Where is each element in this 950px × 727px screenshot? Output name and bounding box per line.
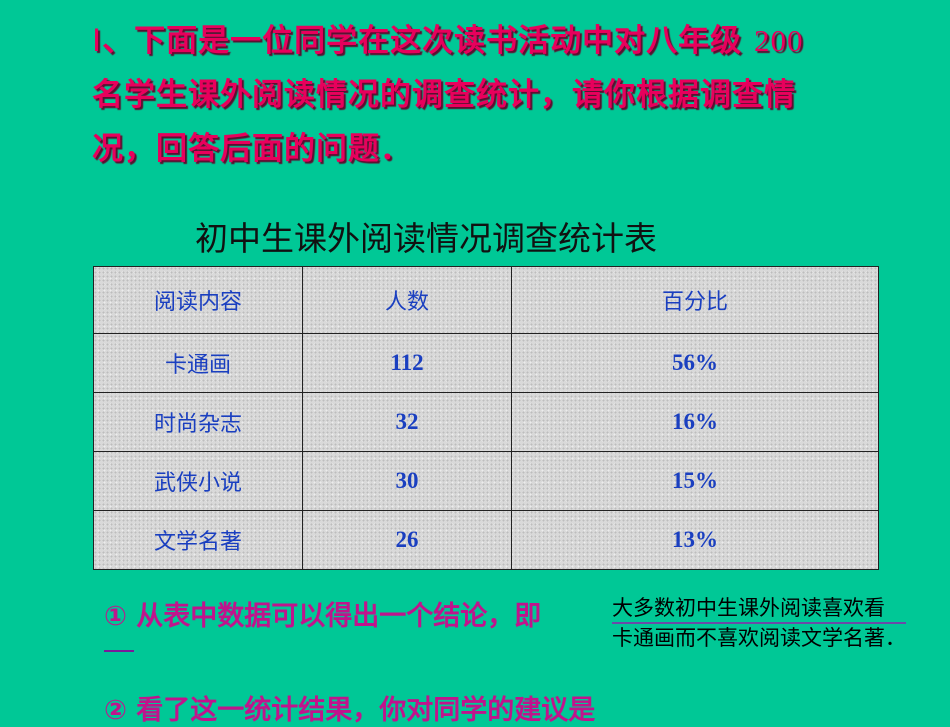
header-cell: 人数 (302, 266, 512, 334)
table-row: 时尚杂志 32 16% (93, 392, 879, 452)
cell-percent: 16% (511, 392, 879, 452)
header-cell: 阅读内容 (93, 266, 303, 334)
survey-table: 阅读内容 人数 百分比 卡通画 112 56% 时尚杂志 32 16% 武侠小说… (93, 266, 879, 570)
cell-count: 30 (302, 451, 512, 511)
cell-percent: 15% (511, 451, 879, 511)
question-1-answer: 大多数初中生课外阅读喜欢看 卡通画而不喜欢阅读文学名著． (612, 594, 906, 652)
intro-text-after: 名学生课外阅读情况的调查统计，请你根据调查情况，回答后面的问题． (92, 77, 796, 167)
question-2: ② 看了这一统计结果，你对同学的建议是 (104, 695, 596, 726)
cell-percent: 56% (511, 333, 879, 393)
cell-count: 112 (302, 333, 512, 393)
cell-percent: 13% (511, 510, 879, 570)
table-title: 初中生课外阅读情况调查统计表 (195, 219, 657, 258)
intro-text: Ⅰ、下面是一位同学在这次读书活动中对八年级 200 名学生课外阅读情况的调查统计… (92, 14, 812, 176)
cell-content: 时尚杂志 (93, 392, 303, 452)
table-header-row: 阅读内容 人数 百分比 (93, 266, 879, 334)
cell-content: 武侠小说 (93, 451, 303, 511)
cell-content: 文学名著 (93, 510, 303, 570)
answer-line-1: 大多数初中生课外阅读喜欢看 (612, 596, 885, 620)
cell-count: 26 (302, 510, 512, 570)
blank-line (104, 650, 134, 652)
cell-count: 32 (302, 392, 512, 452)
intro-number: 200 (753, 23, 804, 58)
intro-numeral: Ⅰ (92, 23, 103, 58)
table-row: 文学名著 26 13% (93, 510, 879, 570)
intro-text-before: 、下面是一位同学在这次读书活动中对八年级 (102, 23, 743, 59)
question-1: ① 从表中数据可以得出一个结论，即 (104, 601, 542, 632)
table-row: 武侠小说 30 15% (93, 451, 879, 511)
table-row: 卡通画 112 56% (93, 333, 879, 393)
answer-line-2: 卡通画而不喜欢阅读文学名著． (612, 622, 906, 652)
cell-content: 卡通画 (93, 333, 303, 393)
header-cell: 百分比 (511, 266, 879, 334)
